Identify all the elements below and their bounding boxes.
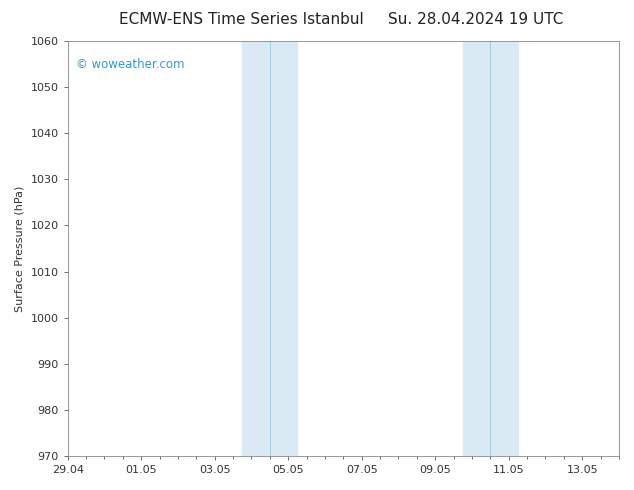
- Text: © woweather.com: © woweather.com: [76, 58, 184, 71]
- Bar: [242, 41, 297, 456]
- Bar: [463, 41, 518, 456]
- Text: Su. 28.04.2024 19 UTC: Su. 28.04.2024 19 UTC: [388, 12, 563, 27]
- Y-axis label: Surface Pressure (hPa): Surface Pressure (hPa): [15, 185, 25, 312]
- Text: ECMW-ENS Time Series Istanbul: ECMW-ENS Time Series Istanbul: [119, 12, 363, 27]
